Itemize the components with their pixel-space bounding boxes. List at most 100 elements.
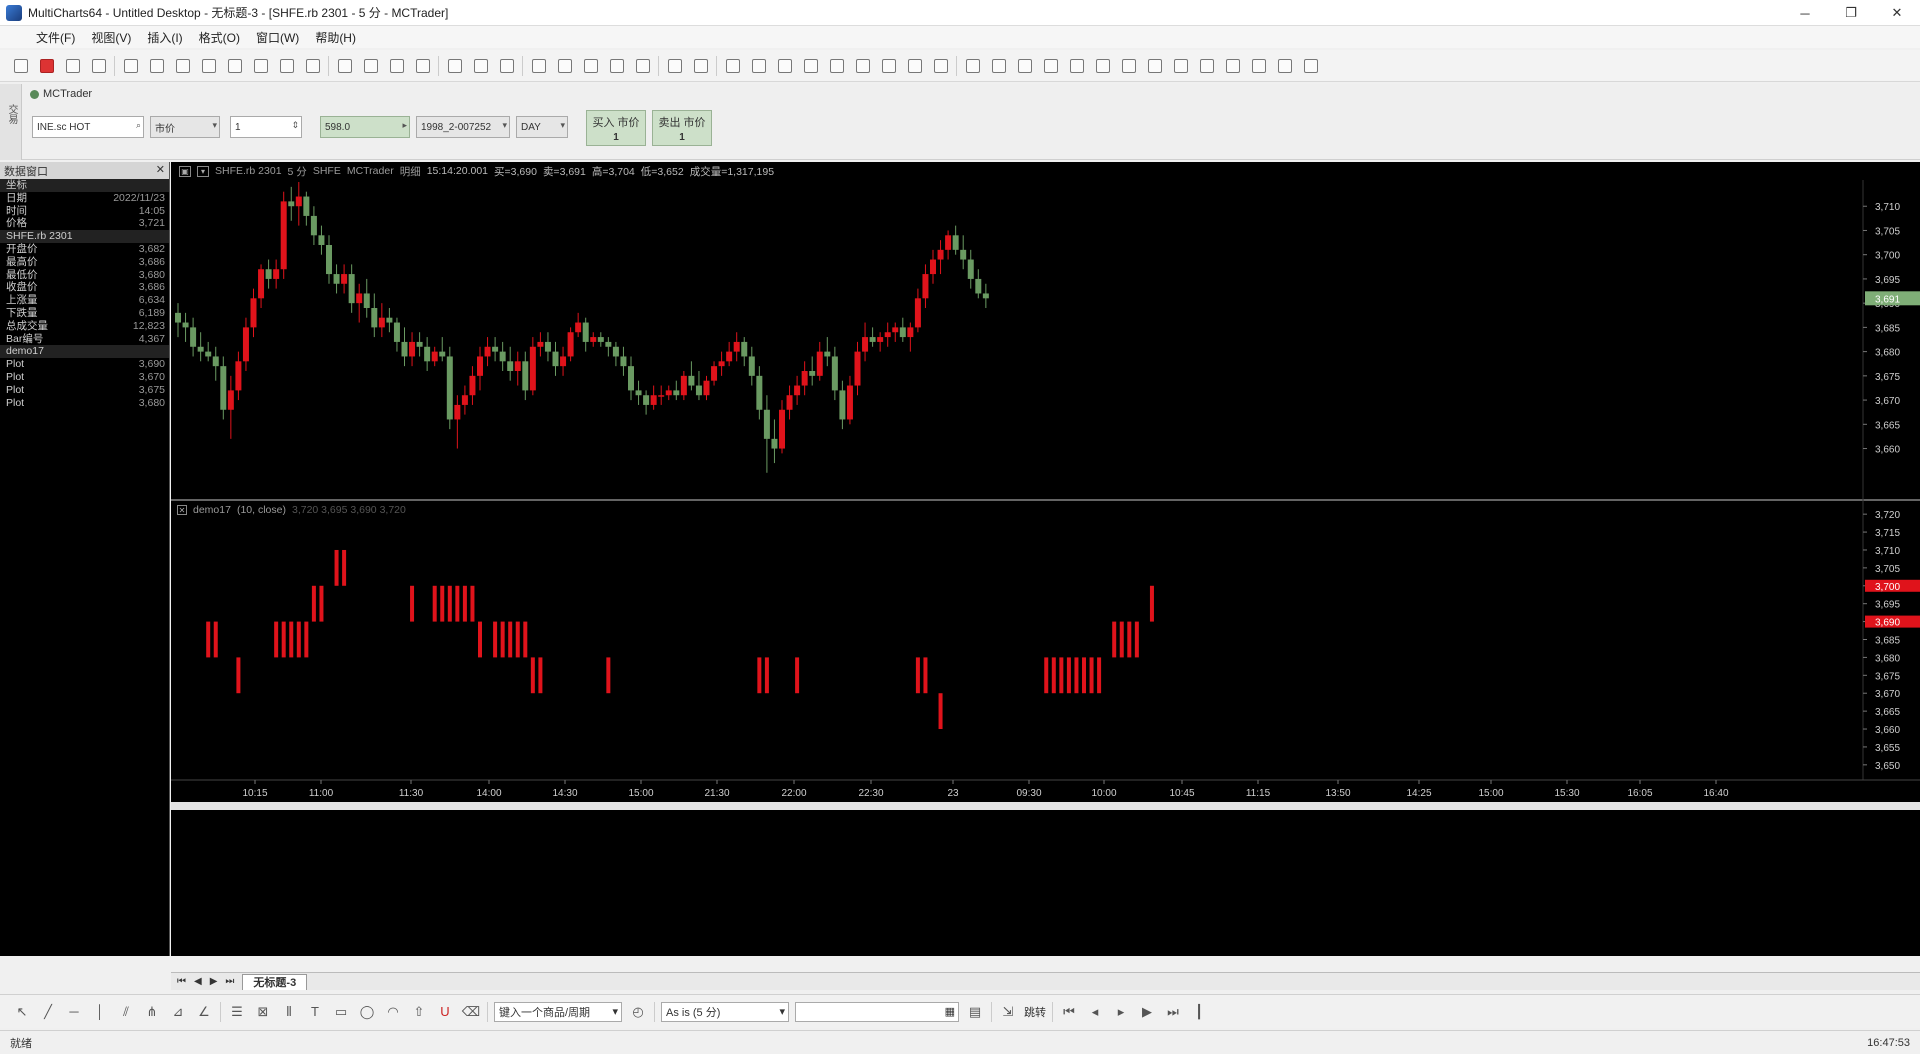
eraser-icon[interactable]: ⌫ — [461, 1003, 481, 1019]
toolbar-z5-icon[interactable] — [826, 55, 847, 76]
gann-icon[interactable]: ⊠ — [257, 1003, 269, 1019]
price-field[interactable]: 598.0 ▸ — [320, 116, 410, 138]
jump-button[interactable]: 跳转 — [1024, 1006, 1046, 1019]
toolbar-n14-icon[interactable] — [1300, 55, 1321, 76]
menu-view[interactable]: 视图(V) — [91, 30, 132, 45]
buy-market-button[interactable]: 买入 市价 1 — [586, 110, 646, 146]
account-select[interactable]: 1998_2-007252 ▾ — [416, 116, 510, 138]
fan-tool-icon[interactable]: ⊿ — [172, 1003, 184, 1019]
toolbar-open-icon[interactable] — [36, 55, 57, 76]
magnet-icon[interactable]: U — [440, 1004, 450, 1019]
toolbar-w7-icon[interactable] — [276, 55, 297, 76]
resolution-combo[interactable]: As is (5 分) ▾ — [661, 1001, 789, 1022]
toolbar-cur5-icon[interactable] — [632, 55, 653, 76]
order-type-select[interactable]: 市价 ▾ — [150, 116, 220, 138]
toolbar-print-icon[interactable] — [88, 55, 109, 76]
toolbar-w1-icon[interactable] — [120, 55, 141, 76]
menu-insert[interactable]: 插入(I) — [147, 30, 183, 45]
jump-icon[interactable]: ⇲ — [1002, 1003, 1014, 1019]
order-bar-handle[interactable]: 交易 — [0, 84, 22, 160]
rectangle-icon[interactable]: ▭ — [334, 1003, 348, 1019]
toolbar-cur3-icon[interactable] — [580, 55, 601, 76]
tab-last-icon[interactable]: ⏭ — [225, 976, 235, 987]
toolbar-line-icon[interactable] — [496, 55, 517, 76]
menu-window[interactable]: 窗口(W) — [255, 30, 300, 45]
toolbar-n12-icon[interactable] — [1248, 55, 1269, 76]
horizontal-line-icon[interactable]: ─ — [69, 1004, 79, 1019]
toolbar-z2-icon[interactable] — [748, 55, 769, 76]
symbol-combo[interactable]: 键入一个商品/周期 ▾ — [494, 1001, 622, 1022]
toolbar-z8-icon[interactable] — [904, 55, 925, 76]
toolbar-draw-icon[interactable] — [412, 55, 433, 76]
toolbar-save-icon[interactable] — [62, 55, 83, 76]
symbol-input[interactable]: INE.sc HOT ⌕ — [32, 116, 144, 138]
scroll-first-icon[interactable]: ⏮ — [1063, 1003, 1075, 1019]
toolbar-cursor-icon[interactable] — [664, 55, 685, 76]
toolbar-cross-icon[interactable] — [690, 55, 711, 76]
toolbar-w6-icon[interactable] — [250, 55, 271, 76]
close-icon[interactable]: ✕ — [155, 164, 165, 176]
toolbar-w4-icon[interactable] — [198, 55, 219, 76]
toolbar-z6-icon[interactable] — [852, 55, 873, 76]
menu-file[interactable]: 文件(F) — [36, 30, 76, 45]
channel-tool-icon[interactable]: ⫽ — [123, 1003, 129, 1019]
line-tool-icon[interactable]: ╱ — [44, 1003, 52, 1019]
toolbar-sig-icon[interactable] — [386, 55, 407, 76]
close-button[interactable]: ✕ — [1891, 5, 1903, 20]
toolbar-w2-icon[interactable] — [146, 55, 167, 76]
scroll-fast-icon[interactable]: ▶ — [1142, 1003, 1152, 1019]
angle-tool-icon[interactable]: ∠ — [198, 1003, 210, 1019]
toolbar-n9-icon[interactable] — [1170, 55, 1191, 76]
fibonacci-icon[interactable]: ☰ — [231, 1003, 243, 1019]
menu-format[interactable]: 格式(O) — [198, 30, 240, 45]
toolbar-w3-icon[interactable] — [172, 55, 193, 76]
scroll-prev-icon[interactable]: ◂ — [1091, 1003, 1099, 1019]
indicator-close-icon[interactable]: ✕ — [177, 505, 187, 515]
toolbar-n4-icon[interactable] — [1040, 55, 1061, 76]
toolbar-cur1-icon[interactable] — [528, 55, 549, 76]
ellipse-icon[interactable]: ◯ — [359, 1003, 375, 1019]
tif-select[interactable]: DAY ▾ — [516, 116, 568, 138]
scroll-next-icon[interactable]: ▸ — [1117, 1003, 1125, 1019]
toolbar-n2-icon[interactable] — [988, 55, 1009, 76]
toolbar-z1-icon[interactable] — [722, 55, 743, 76]
chart-window[interactable]: 3,660 3,665 3,670 3,675 3,680 3,685 3,690 3,695… — [171, 162, 1920, 956]
maximize-button[interactable]: ❐ — [1845, 5, 1857, 20]
cursor-icon[interactable]: ↖ — [16, 1003, 28, 1019]
toolbar-z3-icon[interactable] — [774, 55, 795, 76]
toolbar-z4-icon[interactable] — [800, 55, 821, 76]
chart-toggle-icon[interactable]: ▣ — [179, 165, 191, 177]
tab-first-icon[interactable]: ⏮ — [177, 976, 186, 987]
toolbar-n1-icon[interactable] — [962, 55, 983, 76]
scroll-last-icon[interactable]: ⏭ — [1167, 1003, 1179, 1019]
text-tool-icon[interactable]: T — [311, 1004, 319, 1019]
toolbar-w5-icon[interactable] — [224, 55, 245, 76]
tab-prev-icon[interactable]: ◀ — [194, 976, 202, 987]
quantity-stepper[interactable]: 1 ⇕ — [230, 116, 302, 138]
pitchfork-icon[interactable]: ⋔ — [146, 1003, 158, 1019]
calendar-button-icon[interactable]: ▤ — [968, 1003, 982, 1019]
chart-canvas[interactable]: 3,660 3,665 3,670 3,675 3,680 3,685 3,690 3,695… — [171, 162, 1920, 956]
toolbar-z7-icon[interactable] — [878, 55, 899, 76]
cycle-icon[interactable]: ⦀ — [286, 1003, 292, 1019]
toolbar-new-icon[interactable] — [10, 55, 31, 76]
vertical-line-icon[interactable]: │ — [95, 1004, 105, 1019]
tab-next-icon[interactable]: ▶ — [209, 976, 218, 987]
arc-icon[interactable]: ◠ — [387, 1003, 399, 1019]
toolbar-n10-icon[interactable] — [1196, 55, 1217, 76]
toolbar-n7-icon[interactable] — [1118, 55, 1139, 76]
toolbar-candle-icon[interactable] — [470, 55, 491, 76]
tab-sheet[interactable]: 无标题-3 — [242, 973, 308, 990]
toolbar-n3-icon[interactable] — [1014, 55, 1035, 76]
chart-menu-icon[interactable]: ▾ — [197, 165, 209, 177]
menu-help[interactable]: 帮助(H) — [315, 30, 356, 45]
date-combo[interactable]: ▦ — [795, 1001, 959, 1022]
sell-market-button[interactable]: 卖出 市价 1 — [652, 110, 712, 146]
toolbar-cur4-icon[interactable] — [606, 55, 627, 76]
toolbar-ind-icon[interactable] — [334, 55, 355, 76]
zoom-slider-icon[interactable]: ┃ — [1195, 1003, 1203, 1019]
toolbar-bar-icon[interactable] — [444, 55, 465, 76]
toolbar-strat-icon[interactable] — [360, 55, 381, 76]
toolbar-cur2-icon[interactable] — [554, 55, 575, 76]
toolbar-z9-icon[interactable] — [930, 55, 951, 76]
